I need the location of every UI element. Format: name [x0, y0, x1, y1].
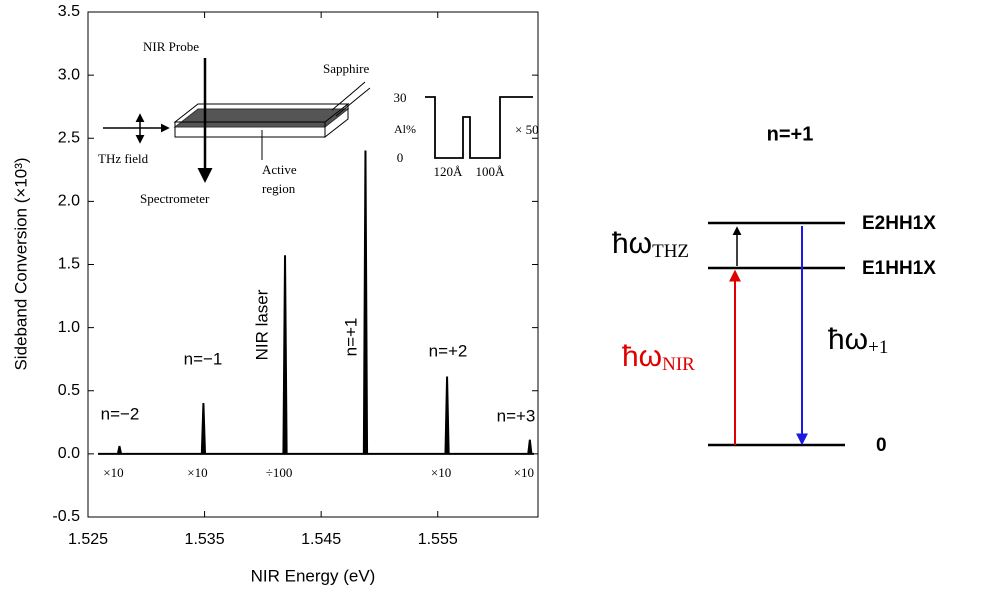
inset-label: 120Å [434, 164, 464, 179]
inset-label: Active [262, 162, 297, 177]
x-tick-label: 1.555 [418, 531, 458, 548]
peak [282, 255, 288, 455]
scale-label: ×10 [103, 465, 123, 480]
peak [116, 445, 123, 455]
symbol: ħω [828, 323, 868, 356]
peak [444, 376, 450, 455]
x-tick-label: 1.545 [301, 531, 341, 548]
plot-frame [87, 11, 539, 518]
symbol: ħω [612, 227, 652, 260]
scale-label: ×10 [431, 465, 451, 480]
x-axis-label: NIR Energy (eV) [251, 566, 376, 585]
subscript: THZ [652, 241, 689, 262]
y-tick-label: 0.0 [58, 445, 80, 462]
diagram-title: n=+1 [767, 123, 814, 145]
peak [200, 402, 207, 455]
y-tick-label: 3.0 [58, 66, 80, 83]
level-diagram: n=+1 E2HH1X E1HH1X 0 ħωTHZ ħωNIR ħω+1 [612, 123, 936, 456]
slab-side [324, 102, 349, 139]
peak-label: n=+1 [341, 318, 360, 357]
plot: 3.5 3.0 2.5 2.0 1.5 1.0 0.5 0.0 -0.5 1.525 1.535 1.… [52, 3, 538, 548]
symbol: ħω [622, 340, 662, 373]
y-tick-label: 1.0 [58, 319, 80, 336]
inset-label: region [262, 181, 296, 196]
inset-label: Al% [394, 122, 416, 136]
peak-label: n=−2 [101, 404, 140, 423]
sapphire-pointer [331, 81, 371, 117]
peak-label: n=+3 [497, 406, 536, 425]
scale-label: ÷100 [266, 465, 293, 480]
level-label: E1HH1X [862, 258, 936, 279]
x-tick-label: 1.535 [185, 531, 225, 548]
sideband-energy: ħω+1 [828, 323, 888, 358]
inset-label: 100Å [476, 164, 506, 179]
inset-label: 30 [394, 90, 407, 105]
subscript: NIR [662, 354, 695, 375]
inset-label: Sapphire [323, 61, 369, 76]
inset-label: NIR Probe [143, 39, 199, 54]
peak-label: n=−1 [184, 349, 223, 368]
inset-label: Spectrometer [140, 191, 210, 206]
y-tick-label: 0.5 [58, 382, 80, 399]
x-tick-label: 1.525 [68, 531, 108, 548]
y-tick-label: 2.5 [58, 129, 80, 146]
inset-label: × 50 [515, 122, 539, 137]
level-label: E2HH1X [862, 213, 936, 234]
y-tick-label: 1.5 [58, 256, 80, 273]
thz-energy: ħωTHZ [612, 227, 689, 262]
active-layer [173, 108, 350, 128]
y-tick-label: 2.0 [58, 193, 80, 210]
y-tick-label: -0.5 [52, 508, 80, 525]
nir-energy: ħωNIR [622, 340, 695, 375]
y-tick-label: 3.5 [58, 3, 80, 20]
inset-label: THz field [98, 151, 149, 166]
peak [527, 439, 533, 455]
peak [362, 150, 369, 455]
scale-label: ×10 [514, 465, 534, 480]
peak-label: n=+2 [429, 341, 468, 360]
inset: NIR Probe Sapphire THz field Spectromete… [98, 39, 539, 206]
level-label: 0 [876, 435, 887, 456]
y-axis-label: Sideband Conversion (×10³) [11, 157, 30, 370]
inset-label: 0 [397, 150, 404, 165]
peak-label: NIR laser [252, 289, 271, 360]
subscript: +1 [868, 337, 888, 358]
scale-label: ×10 [187, 465, 207, 480]
al-profile [425, 96, 533, 159]
